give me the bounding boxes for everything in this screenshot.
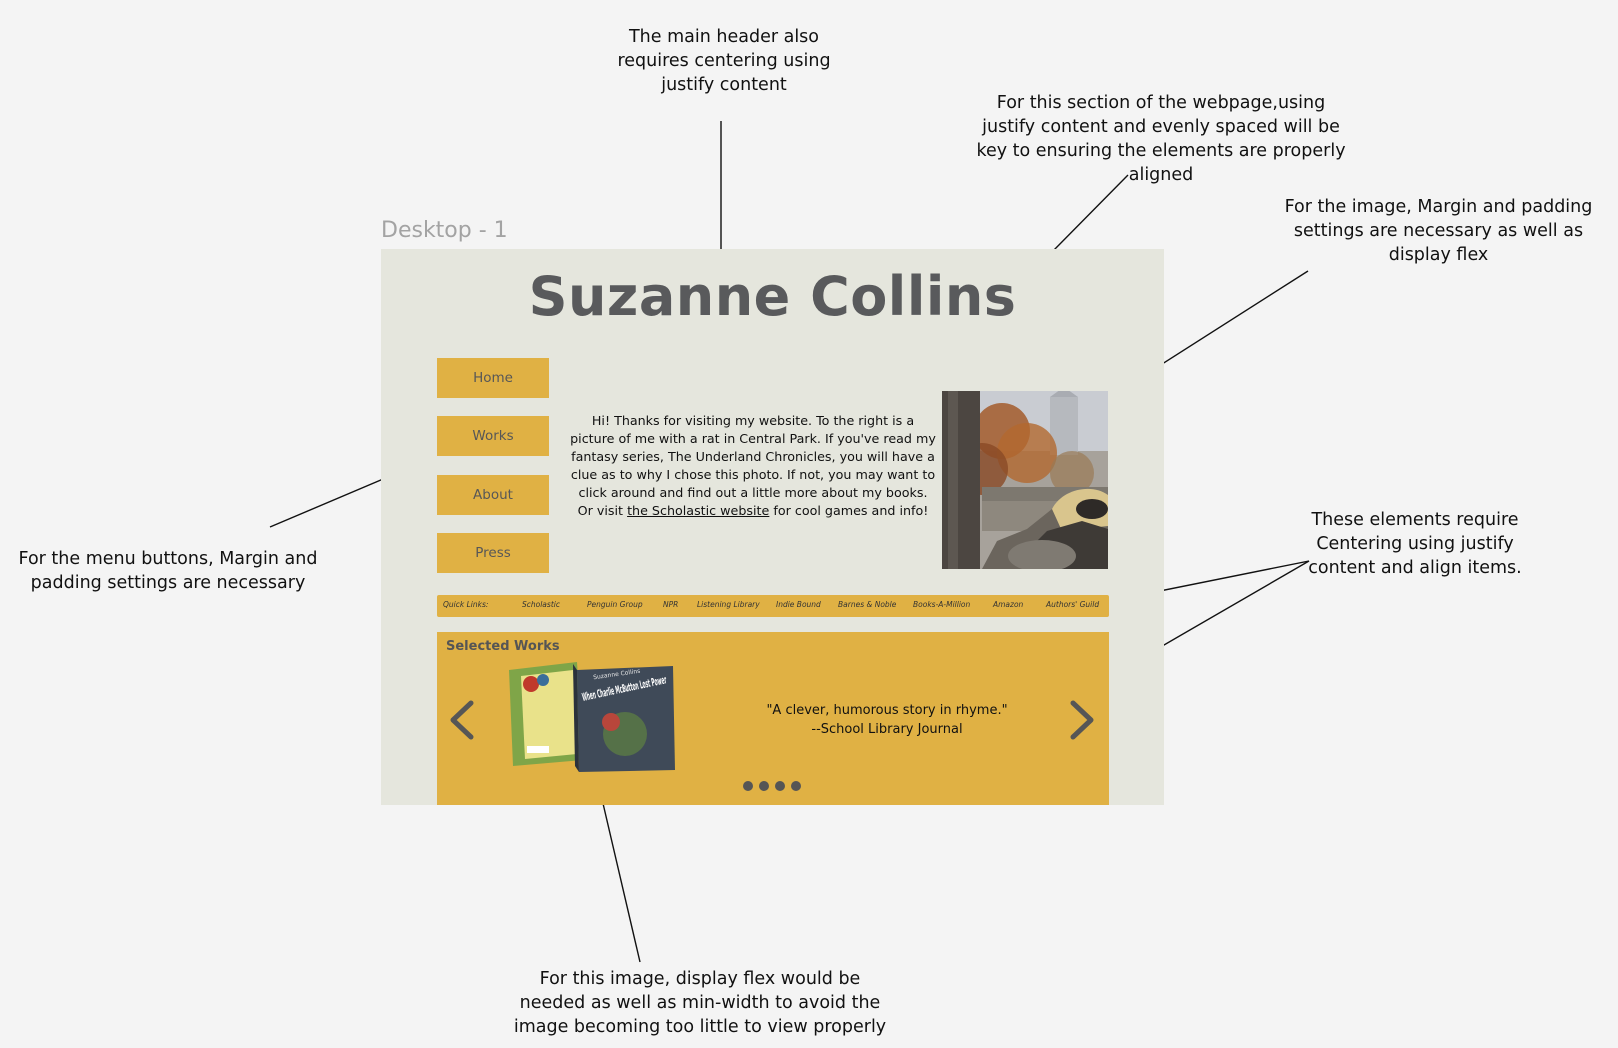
menu-button-press[interactable]: Press	[437, 533, 549, 573]
annotation-section: For this section of the webpage,using ju…	[976, 93, 1346, 185]
carousel-dot[interactable]	[775, 781, 785, 791]
annotation-image: For the image, Margin and padding settin…	[1284, 197, 1593, 265]
quick-link-authors-guild[interactable]: Authors' Guild	[1046, 600, 1100, 609]
review-quote-text: "A clever, humorous story in rhyme."	[766, 703, 1008, 718]
author-photo	[942, 391, 1108, 569]
book-covers-image: When Charlie McButton Lost Power Suzanne…	[509, 662, 675, 772]
quick-link-listening-library[interactable]: Listening Library	[697, 600, 760, 609]
quick-link-penguin-group[interactable]: Penguin Group	[587, 600, 643, 609]
quick-link-amazon[interactable]: Amazon	[993, 600, 1024, 609]
arrow-to-book-image	[598, 782, 641, 963]
website-mockup: Suzanne Collins Home Works About Press H…	[381, 249, 1164, 805]
menu-button-home[interactable]: Home	[437, 358, 549, 398]
selected-works-title: Selected Works	[446, 639, 560, 654]
quick-link-scholastic[interactable]: Scholastic	[522, 600, 560, 609]
quick-link-npr[interactable]: NPR	[663, 600, 679, 609]
intro-text-after: for cool games and info!	[769, 503, 929, 518]
quick-link-barnes-noble[interactable]: Barnes & Noble	[838, 600, 897, 609]
frame-label: Desktop - 1	[381, 218, 508, 243]
carousel-dots	[743, 781, 801, 791]
quick-link-indie-bound[interactable]: Indie Bound	[776, 600, 821, 609]
quick-links-label: Quick Links:	[443, 600, 489, 609]
annotation-book-image: For this image, display flex would be ne…	[513, 969, 887, 1037]
carousel-dot[interactable]	[743, 781, 753, 791]
annotation-menu: For the menu buttons, Margin and padding…	[18, 549, 318, 593]
intro-text-before: Hi! Thanks for visiting my website. To t…	[570, 413, 936, 518]
menu-button-works[interactable]: Works	[437, 416, 549, 456]
annotation-header: The main header also requires centering …	[617, 27, 831, 95]
selected-works-section: Selected Works When Charlie McButton Los…	[437, 632, 1109, 805]
quick-links-bar: Quick Links: Scholastic Penguin Group NP…	[437, 595, 1109, 617]
carousel-prev-arrow-icon[interactable]	[447, 700, 477, 740]
menu-button-about[interactable]: About	[437, 475, 549, 515]
annotation-centering: These elements require Centering using j…	[1308, 510, 1522, 578]
carousel-dot[interactable]	[759, 781, 769, 791]
review-quote-source: --School Library Journal	[811, 721, 963, 737]
review-quote: "A clever, humorous story in rhyme." --S…	[737, 702, 1037, 739]
scholastic-link[interactable]: the Scholastic website	[627, 503, 770, 518]
page-title: Suzanne Collins	[528, 265, 1017, 328]
quick-link-books-a-million[interactable]: Books-A-Million	[913, 600, 971, 609]
intro-text: Hi! Thanks for visiting my website. To t…	[569, 412, 937, 520]
carousel-next-arrow-icon[interactable]	[1067, 700, 1097, 740]
carousel-dot[interactable]	[791, 781, 801, 791]
